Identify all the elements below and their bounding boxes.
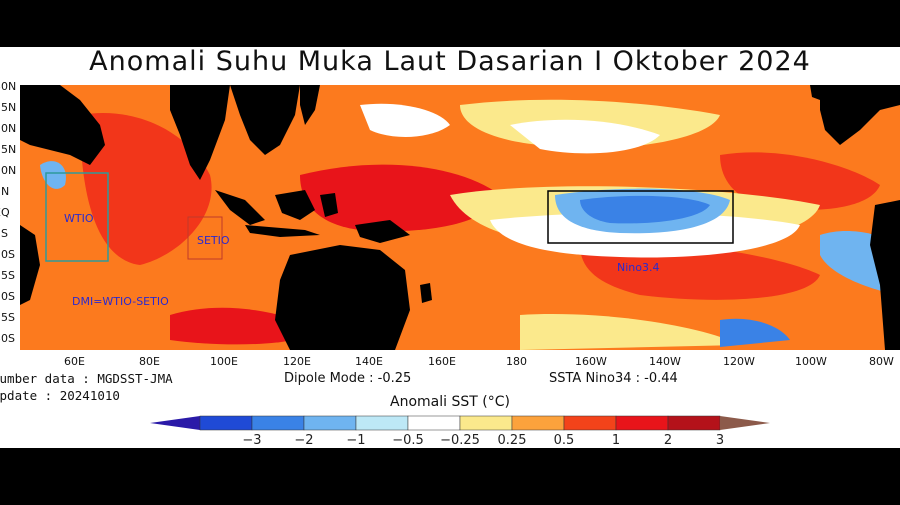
colorbar-title: Anomali SST (°C) <box>390 394 510 410</box>
lat-label: 30N <box>0 80 17 93</box>
lon-label: 80E <box>139 355 160 368</box>
colorbar-segment <box>667 415 721 431</box>
wtio-label: WTIO <box>64 212 94 225</box>
nino34-label: Nino3.4 <box>617 261 660 274</box>
setio-label: SETIO <box>197 234 230 247</box>
colorbar-tick: −0.5 <box>392 433 424 448</box>
colorbar-tick: 0.5 <box>553 433 575 448</box>
lat-label: 25S <box>0 311 15 324</box>
lat-label: 10S <box>0 248 15 261</box>
dmi-label: DMI=WTIO-SETIO <box>72 295 169 308</box>
colorbar-segment <box>511 415 565 431</box>
colorbar-tick: −2 <box>294 433 314 448</box>
colorbar-tick: 2 <box>663 433 673 448</box>
map-panel: Anomali Suhu Muka Laut Dasarian I Oktobe… <box>0 47 900 448</box>
dipole-mode: Dipole Mode : -0.25 <box>284 371 412 386</box>
lon-label: 160E <box>428 355 456 368</box>
map-title: Anomali Suhu Muka Laut Dasarian I Oktobe… <box>89 47 811 77</box>
colorbar-segment <box>563 415 617 431</box>
lat-label: 10N <box>0 164 17 177</box>
lon-label: 140E <box>355 355 383 368</box>
colorbar-segment <box>251 415 305 431</box>
lat-label: 20S <box>0 290 15 303</box>
lon-label: 140W <box>649 355 681 368</box>
lon-label: 60E <box>64 355 85 368</box>
colorbar-low-arrow <box>150 416 200 430</box>
lat-label: 20N <box>0 122 17 135</box>
lon-label: 80W <box>869 355 894 368</box>
colorbar-tick: −0.25 <box>440 433 480 448</box>
colorbar-segment <box>459 415 513 431</box>
wtio-box <box>45 172 109 262</box>
lon-label: 100E <box>210 355 238 368</box>
colorbar-segment <box>303 415 357 431</box>
colorbar-tick: 3 <box>715 433 725 448</box>
nino34-box <box>547 190 734 244</box>
colorbar-high-arrow <box>720 416 770 430</box>
nino34-index: SSTA Nino34 : -0.44 <box>549 371 678 386</box>
lon-label: 120W <box>723 355 755 368</box>
colorbar-tick: 0.25 <box>497 433 527 448</box>
lon-label: 120E <box>283 355 311 368</box>
lat-label: 25N <box>0 101 17 114</box>
colorbar-tick: 1 <box>611 433 621 448</box>
colorbar-tick: −3 <box>242 433 262 448</box>
lat-label: 30S <box>0 332 15 345</box>
colorbar-segment <box>355 415 409 431</box>
lat-label: 15N <box>0 143 17 156</box>
colorbar-segment <box>407 415 461 431</box>
sst-anomaly-map <box>20 85 900 350</box>
lon-label: 160W <box>575 355 607 368</box>
colorbar-tick: −1 <box>346 433 366 448</box>
lat-label: 5S <box>0 227 8 240</box>
colorbar-segment <box>199 415 253 431</box>
lat-label: EQ <box>0 206 10 219</box>
lat-label: 15S <box>0 269 15 282</box>
lon-label: 180 <box>506 355 527 368</box>
setio-box <box>187 216 223 260</box>
update-date: update : 20241010 <box>0 388 120 403</box>
colorbar <box>150 415 770 431</box>
colorbar-segment <box>615 415 669 431</box>
lon-label: 100W <box>795 355 827 368</box>
lat-label: 5N <box>0 185 10 198</box>
data-source: number data : MGDSST-JMA <box>0 371 173 386</box>
